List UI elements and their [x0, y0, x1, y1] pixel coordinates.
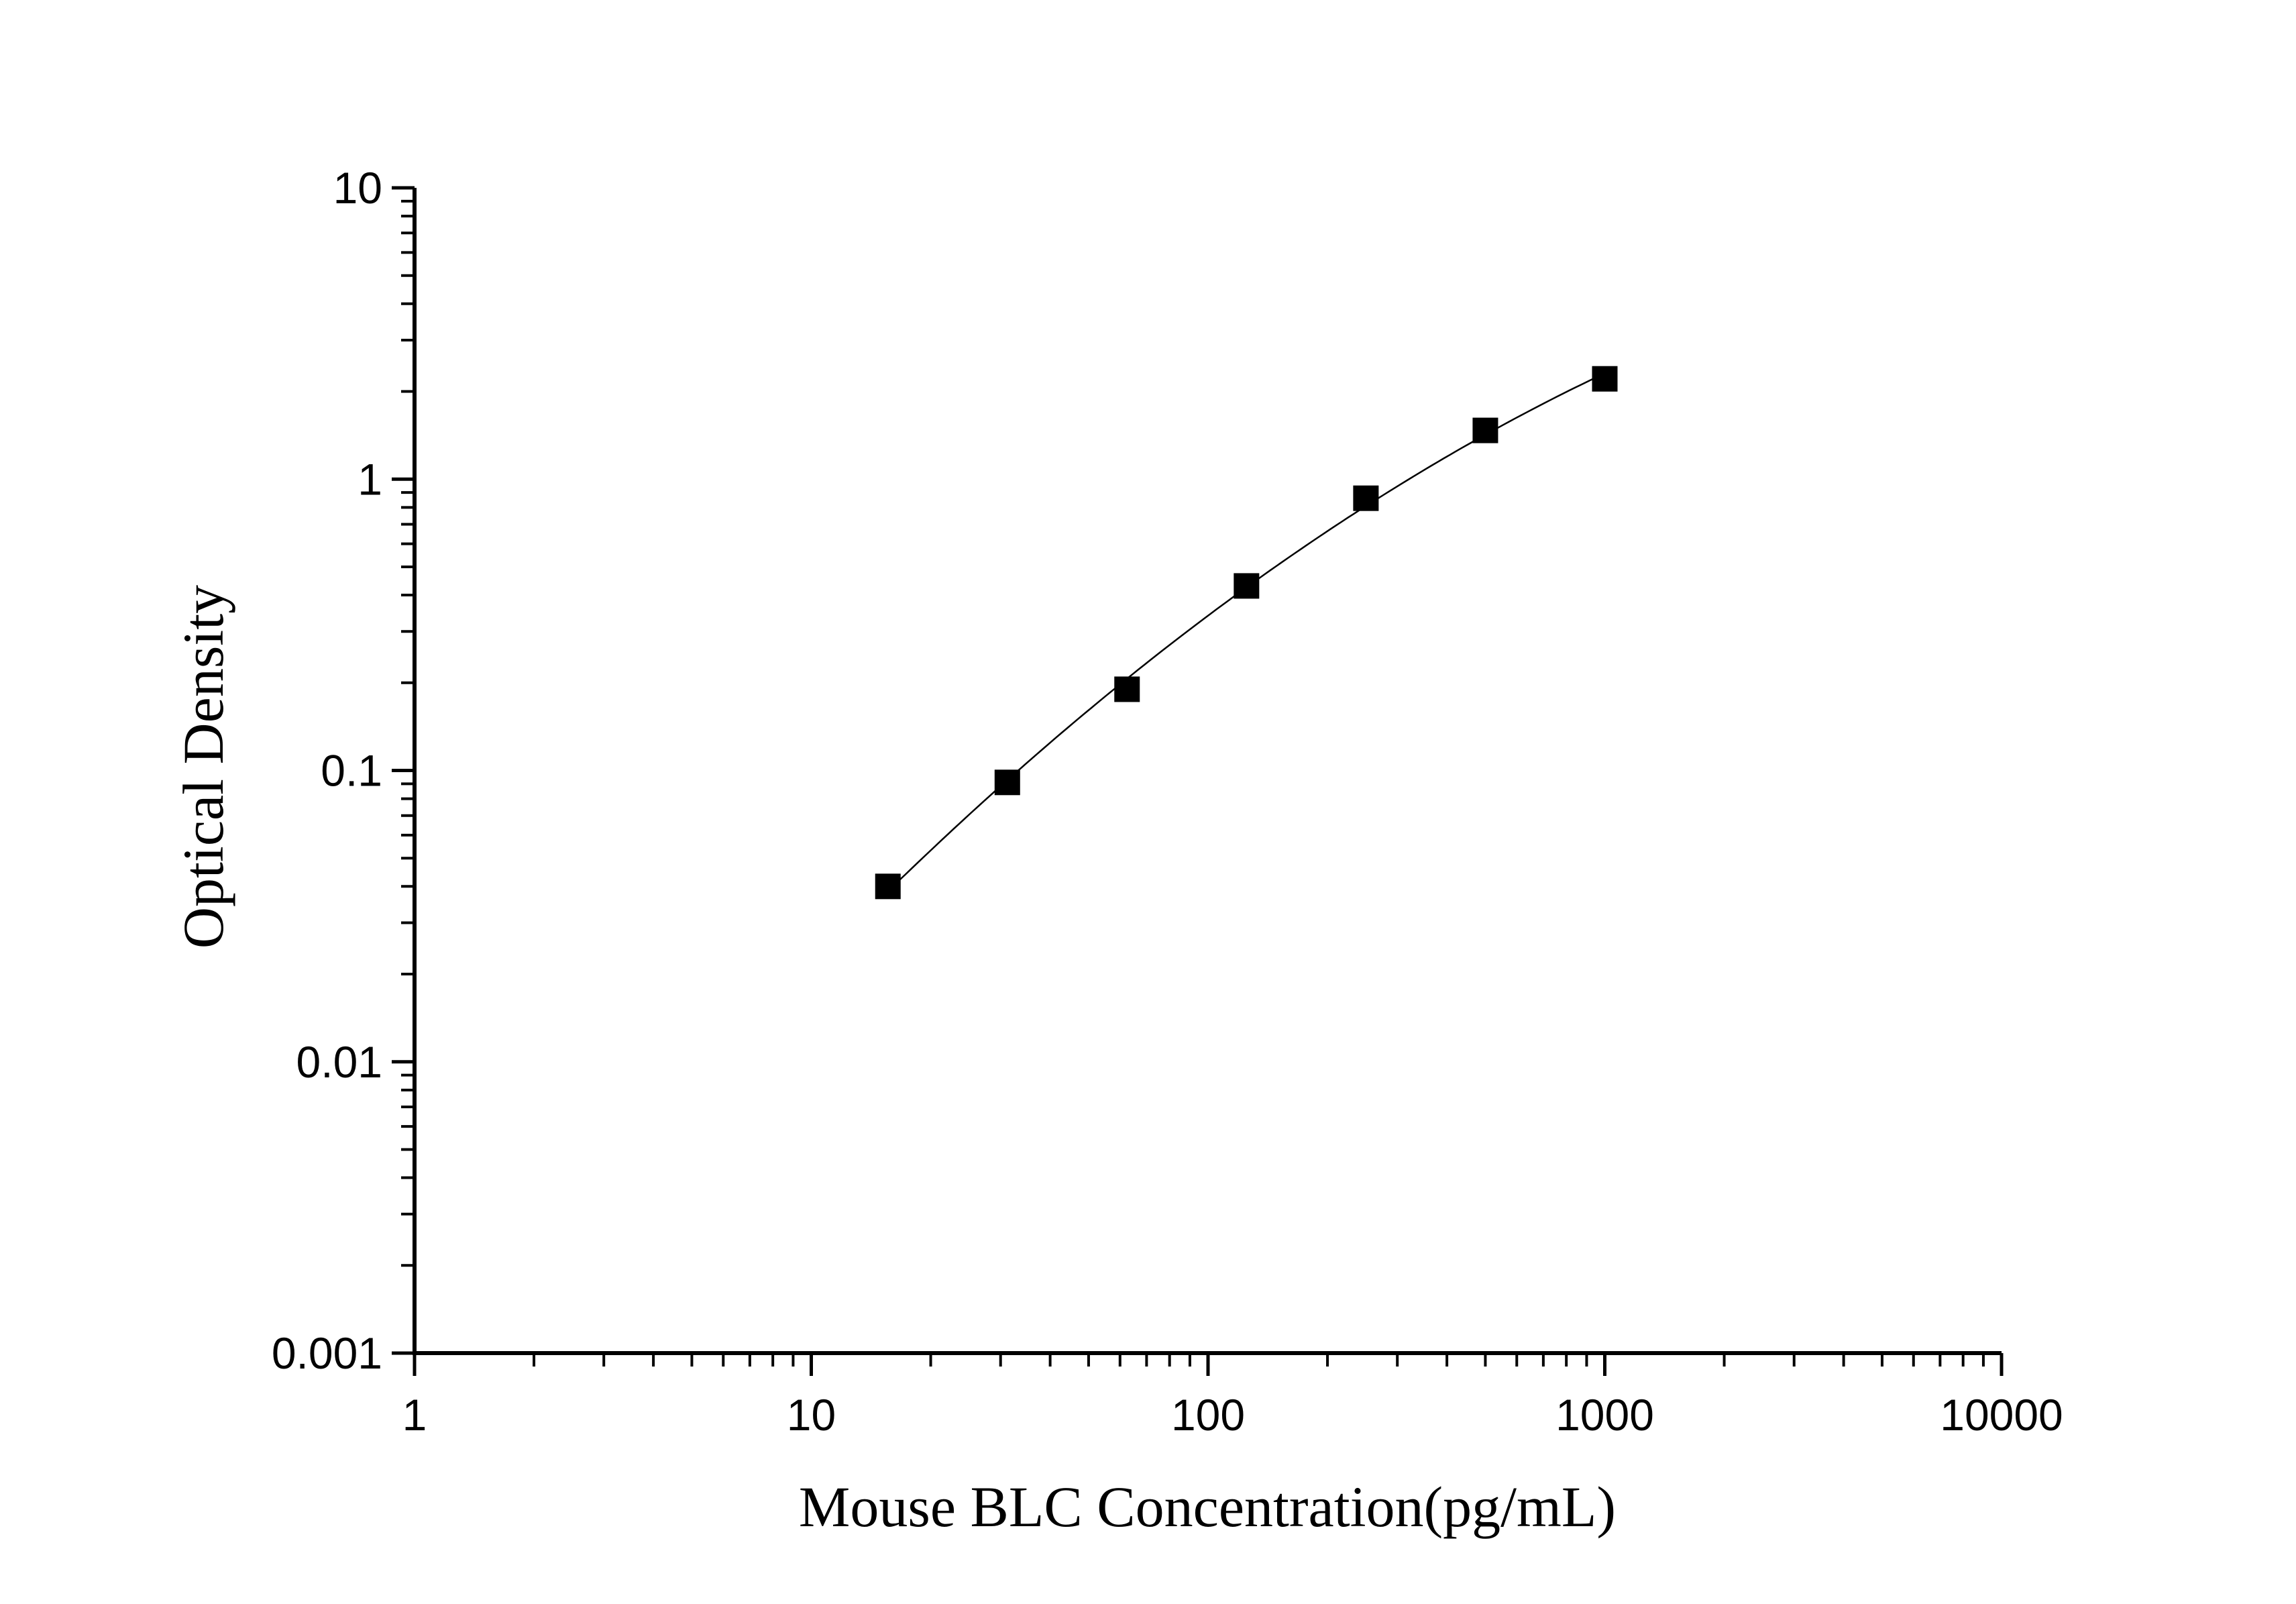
x-tick-label: 10: [787, 1390, 836, 1440]
x-tick-label: 10000: [1940, 1390, 2063, 1440]
data-point: [1472, 417, 1498, 443]
data-point: [994, 769, 1020, 796]
major-ticks: [392, 186, 2004, 1376]
y-tick-label: 1: [358, 454, 382, 504]
y-tick-label: 0.1: [321, 746, 382, 796]
data-point: [875, 873, 901, 900]
x-tick-label: 100: [1171, 1390, 1245, 1440]
x-tick-label: 1: [402, 1390, 427, 1440]
y-axis-title: Optical Density: [171, 585, 235, 949]
data-point: [1353, 485, 1379, 511]
x-tick-labels: 1 10 100 1000 10000: [402, 1390, 2063, 1440]
fit-curve: [887, 372, 1606, 892]
minor-ticks: [401, 199, 1985, 1367]
data-point: [1114, 676, 1140, 702]
y-tick-label: 10: [333, 163, 382, 213]
data-markers: [875, 366, 1618, 900]
x-tick-label: 1000: [1555, 1390, 1654, 1440]
y-tick-label: 0.01: [296, 1037, 382, 1087]
data-point: [1234, 573, 1260, 599]
data-point: [1592, 366, 1618, 392]
y-tick-labels: 10 1 0.1 0.01 0.001: [272, 163, 382, 1378]
y-tick-label: 0.001: [272, 1328, 382, 1378]
x-axis-title: Mouse BLC Concentration(pg/mL): [799, 1475, 1616, 1539]
